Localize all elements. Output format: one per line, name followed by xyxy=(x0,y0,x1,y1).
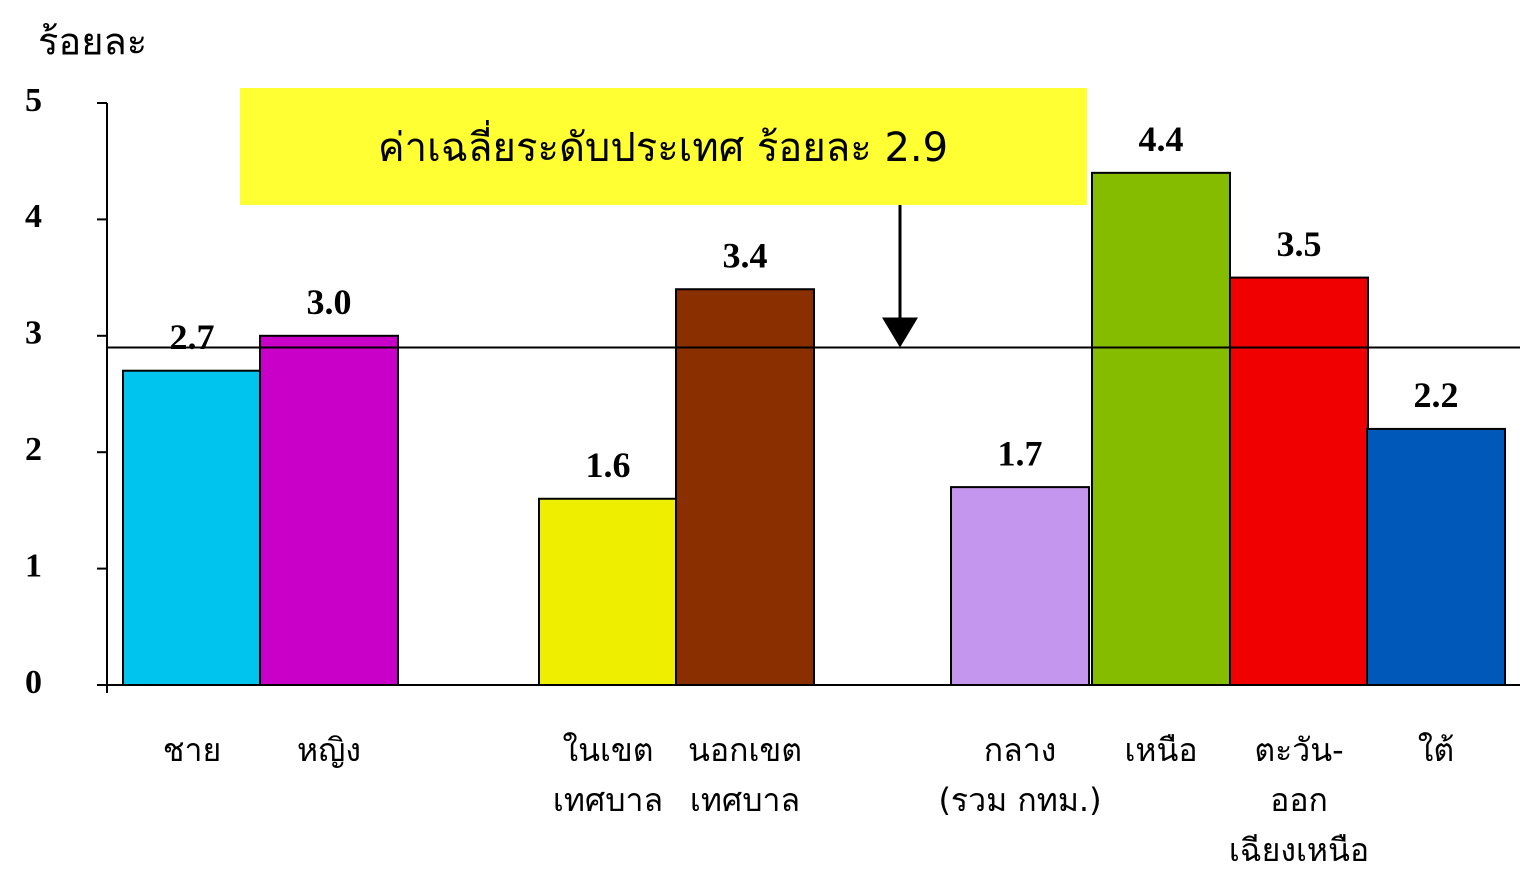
x-tick-label-line: เฉียงเหนือ xyxy=(1229,831,1369,869)
value-label: 1.6 xyxy=(586,445,631,485)
x-tick-label-line: ใต้ xyxy=(1418,731,1454,769)
x-tick-label-line: ในเขต xyxy=(562,731,653,769)
y-tick-label: 5 xyxy=(25,82,42,119)
value-label: 3.4 xyxy=(723,236,768,276)
bar xyxy=(1366,427,1506,686)
value-label: 4.4 xyxy=(1139,119,1184,159)
x-tick-label: หญิง xyxy=(297,731,361,769)
x-tick-label-line: นอกเขต xyxy=(688,731,802,769)
y-tick-label: 0 xyxy=(25,664,42,701)
value-label: 2.7 xyxy=(170,317,215,357)
bar xyxy=(950,486,1090,686)
bar xyxy=(538,497,678,687)
x-tick-label: ในเขตเทศบาล xyxy=(553,731,663,819)
x-tick-label-line: (รวม กทม.) xyxy=(938,781,1101,819)
y-axis-label: ร้อยละ xyxy=(38,20,147,64)
x-tick-label: ตะวัน- ออกเฉียงเหนือ xyxy=(1229,731,1369,869)
value-label: 3.5 xyxy=(1277,224,1322,264)
annotation-text: ค่าเฉลี่ยระดับประเทศ ร้อยละ 2.9 xyxy=(378,120,948,171)
value-label: 1.7 xyxy=(998,433,1043,473)
x-tick-label-line: หญิง xyxy=(297,731,361,769)
bar xyxy=(675,288,815,686)
x-tick-label: กลาง (รวม กทม.) xyxy=(938,731,1101,819)
x-tick-label-line: ชาย xyxy=(163,731,221,769)
annotation-box xyxy=(240,88,1087,205)
x-tick-label: ชาย xyxy=(163,731,221,769)
x-tick-label-line: เทศบาล xyxy=(553,781,663,819)
bar xyxy=(1091,171,1231,686)
value-label: 3.0 xyxy=(307,282,352,322)
x-tick-label: ใต้ xyxy=(1418,731,1454,769)
x-tick-label-line: เหนือ xyxy=(1124,731,1197,769)
y-tick-label: 2 xyxy=(25,431,42,468)
x-tick-label-line: ออก xyxy=(1270,781,1328,819)
bar xyxy=(1229,276,1369,686)
bar xyxy=(122,369,262,686)
x-tick-label: นอกเขตเทศบาล xyxy=(688,731,802,819)
y-tick-label: 1 xyxy=(25,547,42,584)
y-tick-label: 3 xyxy=(25,315,42,352)
bar xyxy=(259,334,399,686)
x-tick-label-line: เทศบาล xyxy=(690,781,800,819)
x-tick-label-line: กลาง xyxy=(984,731,1057,769)
x-tick-label-line: ตะวัน- xyxy=(1254,731,1343,769)
x-tick-label: เหนือ xyxy=(1124,731,1197,769)
value-label: 2.2 xyxy=(1414,375,1459,415)
arrow-head xyxy=(882,317,918,348)
y-tick-label: 4 xyxy=(25,198,42,235)
